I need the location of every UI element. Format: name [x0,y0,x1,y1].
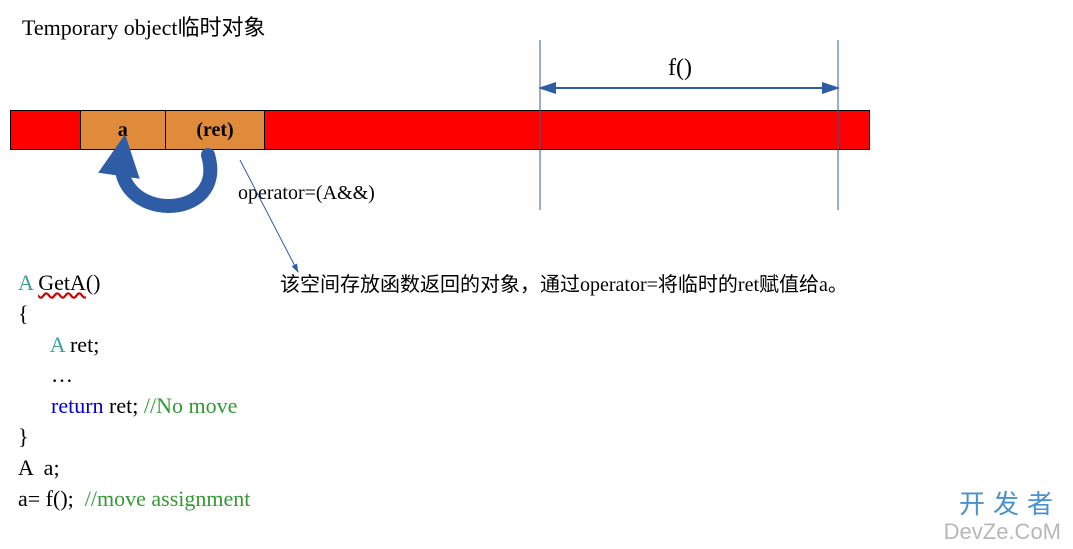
code-line: … [18,360,250,391]
memory-segment [11,111,81,149]
code-line: a= f(); //move assignment [18,484,250,515]
memory-segment: (ret) [166,111,266,149]
memory-segment [265,111,869,149]
watermark-site: DevZe.CoM [944,519,1061,545]
operator-label: operator=(A&&) [238,182,375,205]
code-line: A a; [18,453,250,484]
memory-bar: a(ret) [10,110,870,150]
code-line: A ret; [18,330,250,361]
watermark-brand: 开发者 [959,484,1061,521]
code-line: } [18,422,250,453]
diagram-title: Temporary object临时对象 [22,10,265,42]
code-line: A GetA() [18,268,250,299]
f-range-label: f() [668,55,692,82]
explanation-text: 该空间存放函数返回的对象，通过operator=将临时的ret赋值给a。 [280,268,848,297]
code-line: return ret; //No move [18,391,250,422]
code-block: A GetA(){ A ret; … return ret; //No move… [18,268,250,514]
memory-segment: a [81,111,166,149]
code-line: { [18,299,250,330]
